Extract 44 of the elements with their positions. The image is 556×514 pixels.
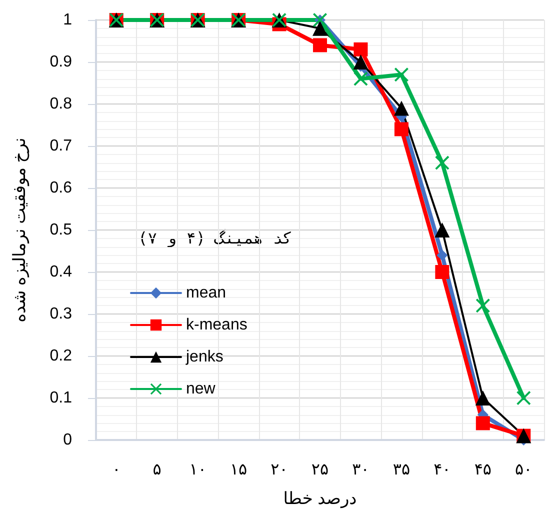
legend-label: k-means <box>186 316 248 334</box>
point <box>354 72 368 86</box>
point <box>476 298 490 313</box>
point <box>353 54 368 70</box>
point <box>475 390 490 406</box>
point <box>312 20 328 36</box>
x-tick-label: ۵۰ <box>515 462 532 478</box>
point <box>435 265 450 279</box>
point <box>354 42 368 56</box>
y-tick-label: 0 <box>63 432 72 448</box>
legend-label: jenks <box>185 348 224 366</box>
x-tick-label: ۱۰ <box>189 462 206 478</box>
y-tick-label: 0.5 <box>50 222 72 238</box>
point <box>313 38 327 52</box>
x-tick-label: ۳۵ <box>392 462 410 478</box>
y-axis-title: نرخ موفقیت نرمالیزه شده <box>10 138 30 322</box>
x-tick-label: ۴۰ <box>434 462 451 478</box>
x-tick-label: ۲۰ <box>270 462 288 478</box>
y-tick-label: 0.6 <box>50 180 72 196</box>
point <box>394 100 409 116</box>
point <box>394 122 408 136</box>
x-tick-label: ۲۵ <box>311 462 329 478</box>
y-tick-label: 1 <box>63 12 72 28</box>
y-tick-label: 0.2 <box>50 348 72 364</box>
point <box>476 416 490 430</box>
y-tick-label: 0.8 <box>50 96 72 112</box>
point <box>516 391 531 405</box>
point <box>436 250 448 261</box>
y-tick-label: 0.7 <box>50 138 72 154</box>
y-tick-label: 0.1 <box>50 390 72 406</box>
legend-label: new <box>186 380 216 398</box>
x-tick-label: ۴۵ <box>474 462 492 478</box>
x-tick-label: ۳۰ <box>352 462 370 478</box>
point <box>394 68 408 82</box>
point <box>434 222 450 238</box>
x-tick-label: ۱۵ <box>230 462 248 478</box>
y-tick-label: 0.3 <box>50 306 72 322</box>
y-tick-label: 0.9 <box>50 54 72 70</box>
y-tick-label: 0.4 <box>50 264 72 280</box>
x-axis-title: درصد خطا <box>283 489 357 509</box>
point <box>435 156 450 170</box>
x-tick-label: ۰ <box>112 462 121 478</box>
x-tick-label: ۵ <box>152 462 162 478</box>
legend-label: mean <box>186 284 226 302</box>
